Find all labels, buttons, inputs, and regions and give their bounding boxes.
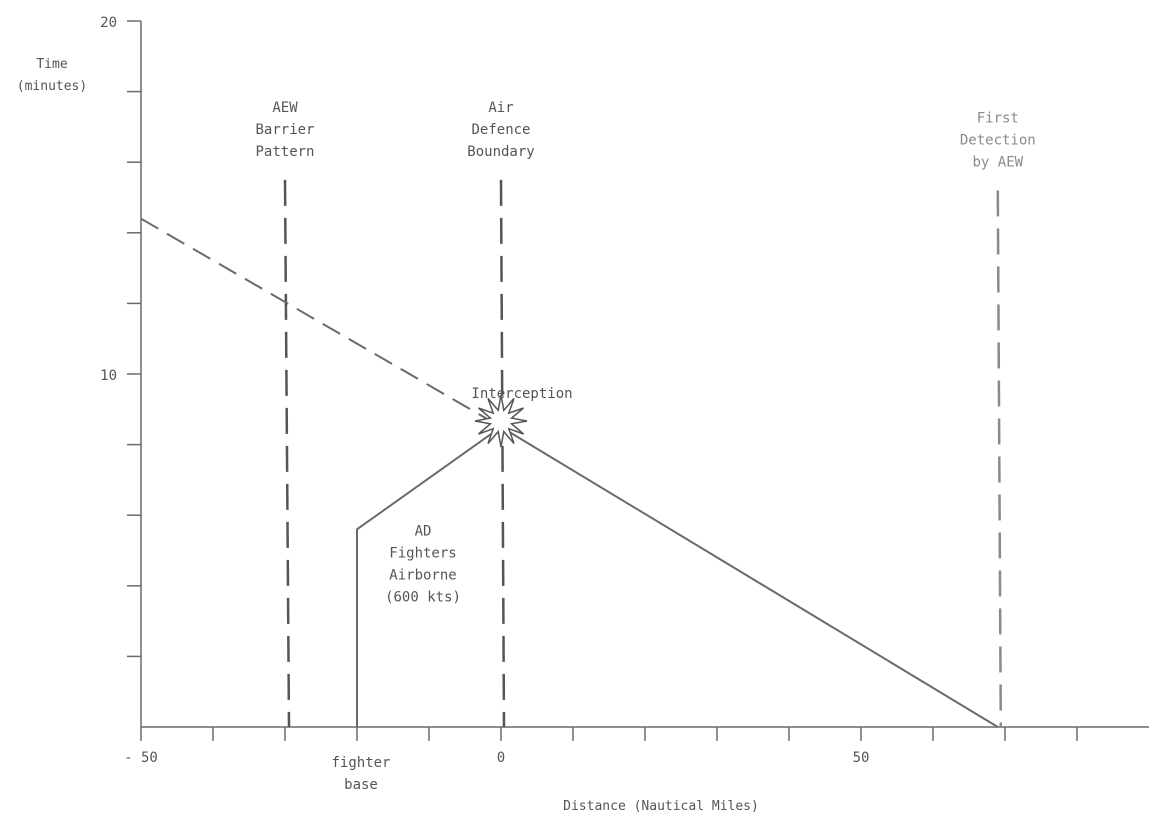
track-dashed-line — [140, 217, 502, 428]
y-axis-title: (minutes) — [17, 79, 87, 94]
interception-star-icon — [474, 394, 528, 448]
x-tick-label: - 50 — [124, 750, 158, 766]
reference-label: Barrier — [255, 122, 314, 138]
reference-label: by AEW — [973, 154, 1024, 170]
reference-line — [283, 179, 291, 728]
interception-label: Interception — [471, 386, 572, 402]
x-axis-title: Distance (Nautical Miles) — [563, 799, 759, 814]
reference-label: Detection — [960, 132, 1036, 148]
fighters-label: AD — [415, 523, 432, 539]
reference-label: Boundary — [467, 144, 534, 160]
fighter-base-label: fighter — [331, 755, 390, 771]
x-tick-label: 0 — [497, 750, 505, 766]
reference-label: AEW — [272, 100, 298, 116]
fighters-label: Airborne — [389, 567, 456, 583]
track-line — [500, 426, 999, 728]
x-tick-label: 50 — [853, 750, 870, 766]
reference-line — [499, 179, 506, 728]
fighter-base-label: base — [344, 777, 378, 793]
track-line — [356, 426, 502, 727]
y-axis-title: Time — [36, 57, 67, 72]
y-tick-label: 20 — [100, 15, 117, 31]
annotations: Interception AD Fighters Airborne (600 kts) f… — [331, 386, 572, 793]
reference-line — [996, 190, 1003, 728]
y-tick-label: 10 — [100, 368, 117, 384]
reference-label: Pattern — [255, 144, 314, 160]
tracks — [140, 217, 999, 728]
reference-label: First — [977, 110, 1019, 126]
fighters-label: Fighters — [389, 545, 456, 561]
reference-label: Air — [488, 100, 513, 116]
reference-lines: AEW Barrier Pattern Air Defence Boundary First… — [255, 100, 1036, 728]
fighters-label: (600 kts) — [385, 589, 461, 605]
reference-label: Defence — [471, 122, 530, 138]
axes: - 50 0 50 10 20 Time (minutes) Distance (Nautic… — [17, 15, 1149, 814]
